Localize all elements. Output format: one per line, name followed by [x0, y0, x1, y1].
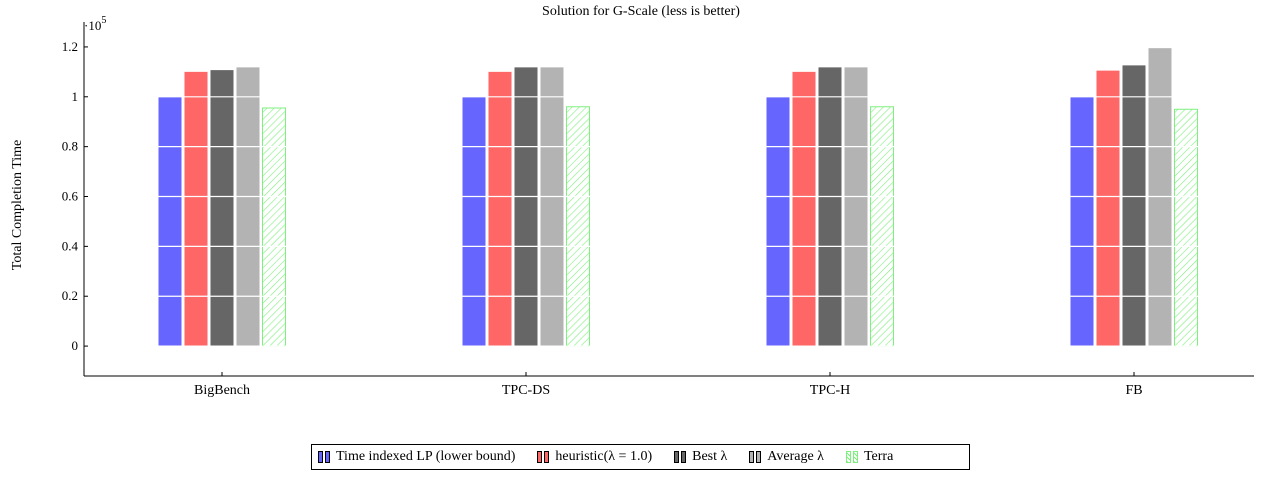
legend-swatch — [749, 451, 763, 463]
x-tick-label: TPC-H — [810, 383, 850, 398]
ticks-layer: 0 0.2 0.4 0.6 0.8 1 1.2 BigBench TPC-DS TPC-H FB — [62, 39, 1143, 398]
swatch-bar — [544, 451, 550, 463]
legend-label: Time indexed LP (lower bound) — [336, 449, 516, 464]
bar-bigbench-time-indexed-lp — [158, 96, 182, 347]
chart-title: Solution for G-Scale (less is better) — [542, 4, 740, 19]
bar-tpc-ds-best-lambda — [514, 67, 538, 347]
y-tick-label: 1.2 — [62, 39, 78, 54]
y-tick-label: 0 — [72, 338, 79, 353]
legend-swatch — [537, 451, 551, 463]
swatch-bar — [852, 451, 858, 463]
swatch-bar — [674, 451, 680, 463]
bar-bigbench-terra — [262, 107, 286, 347]
bar-tpc-h-average-lambda — [844, 67, 868, 347]
bar-fb-time-indexed-lp — [1070, 96, 1094, 347]
swatch-bar — [845, 451, 851, 463]
bar-fb-terra — [1174, 108, 1198, 347]
y-tick-label: 0.4 — [62, 238, 79, 253]
y-scale-label: ·105 — [84, 15, 106, 33]
legend-item-terra: Terra — [845, 449, 894, 465]
grid-layer — [84, 46, 1254, 347]
legend-item-average-lambda: Average λ — [749, 449, 824, 465]
bar-tpc-h-best-lambda — [818, 67, 842, 347]
legend-item-heuristic: heuristic(λ = 1.0) — [537, 449, 652, 465]
x-tick-label: FB — [1125, 383, 1142, 398]
legend-swatch — [845, 451, 860, 463]
legend-swatch — [318, 451, 332, 463]
bar-bigbench-heuristic — [184, 71, 208, 347]
legend-swatch — [674, 451, 688, 463]
y-scale-exponent: 5 — [101, 15, 106, 26]
x-tick-label: TPC-DS — [502, 383, 550, 398]
bar-tpc-ds-heuristic — [488, 71, 512, 347]
bars-layer — [158, 48, 1198, 347]
bar-bigbench-best-lambda — [210, 70, 234, 347]
y-tick-label: 1 — [72, 89, 79, 104]
swatch-bar — [325, 451, 330, 463]
y-scale-base: ·10 — [84, 18, 101, 33]
y-axis-label: Total Completion Time — [10, 140, 25, 270]
y-tick-label: 0.2 — [62, 288, 78, 303]
swatch-bar — [756, 451, 762, 463]
axes-layer — [83, 22, 1254, 377]
swatch-bar — [537, 451, 543, 463]
legend-item-time-indexed-lp: Time indexed LP (lower bound) — [318, 449, 515, 465]
swatch-bar — [318, 451, 323, 463]
y-tick-label: 0.8 — [62, 139, 78, 154]
bar-tpc-ds-average-lambda — [540, 67, 564, 347]
bar-tpc-h-time-indexed-lp — [766, 96, 790, 347]
swatch-bar — [749, 451, 755, 463]
bar-fb-average-lambda — [1148, 48, 1172, 347]
bar-fb-best-lambda — [1122, 65, 1146, 347]
y-tick-label: 0.6 — [62, 189, 79, 204]
bar-tpc-h-heuristic — [792, 71, 816, 347]
bar-fb-heuristic — [1096, 70, 1120, 347]
legend-item-best-lambda: Best λ — [674, 449, 727, 465]
bar-bigbench-average-lambda — [236, 67, 260, 347]
bar-tpc-ds-time-indexed-lp — [462, 96, 486, 347]
legend-label: Average λ — [767, 449, 824, 464]
bar-tpc-ds-terra — [566, 106, 590, 347]
legend-label: Terra — [863, 449, 894, 464]
bar-tpc-h-terra — [870, 106, 894, 347]
legend-label: heuristic(λ = 1.0) — [555, 449, 653, 464]
legend-label: Best λ — [692, 449, 728, 464]
legend: Time indexed LP (lower bound) heuristic(… — [311, 444, 970, 470]
x-tick-label: BigBench — [194, 383, 250, 398]
swatch-bar — [681, 451, 687, 463]
